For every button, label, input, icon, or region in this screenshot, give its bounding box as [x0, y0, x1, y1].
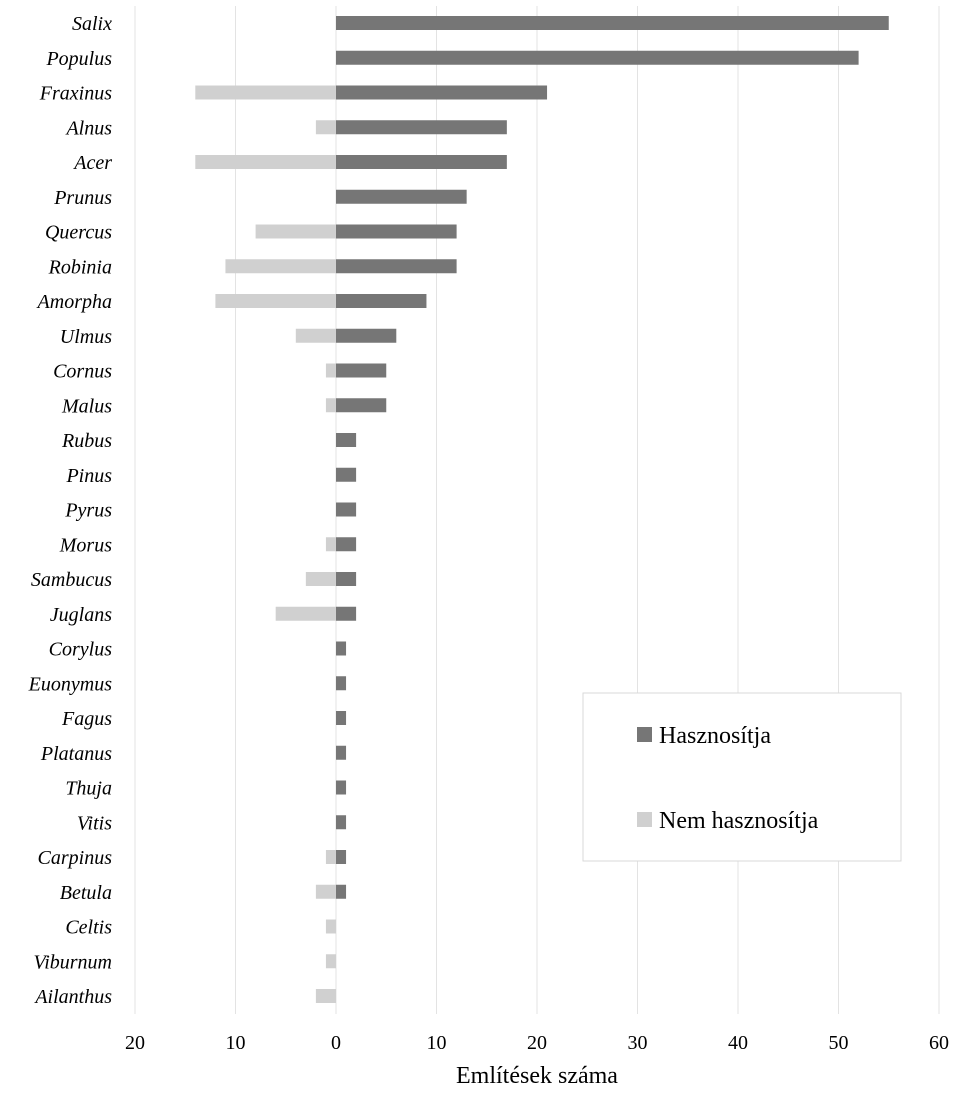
category-label-cornus: Cornus — [53, 361, 112, 383]
bar-hasznositja-amorpha — [336, 294, 427, 308]
x-tick-label: 30 — [628, 1032, 648, 1054]
bar-hasznositja-platanus — [336, 745, 347, 760]
bar-nem-hasznositja-quercus — [255, 224, 336, 239]
bar-nem-hasznositja-juglans — [275, 606, 336, 621]
legend-label-hasznositja: Hasznosítja — [659, 723, 771, 749]
category-labels: Salix Populus Fraxinus Alnus Acer Prunus Querc… — [28, 13, 113, 1008]
category-label-sambucus: Sambucus — [31, 569, 112, 591]
bar-hasznositja-salix — [336, 16, 889, 30]
bar-hasznositja-sambucus — [336, 572, 357, 586]
bar-layer — [195, 16, 889, 1003]
category-label-robinia: Robinia — [48, 256, 112, 278]
legend: Hasznosítja Nem hasznosítja — [582, 692, 902, 862]
bar-hasznositja-rubus — [336, 433, 357, 447]
bar-nem-hasznositja-malus — [325, 398, 336, 413]
bar-nem-hasznositja-celtis — [325, 919, 336, 934]
category-label-pyrus: Pyrus — [64, 500, 112, 522]
bar-hasznositja-vitis — [336, 815, 347, 830]
category-label-betula: Betula — [60, 882, 112, 904]
x-tick-label: 20 — [125, 1032, 145, 1054]
legend-swatch-nem-hasznositja — [637, 812, 652, 827]
bar-nem-hasznositja-ulmus — [295, 328, 336, 343]
bar-hasznositja-thuja — [336, 780, 347, 795]
category-label-acer: Acer — [72, 152, 112, 174]
x-axis-title: Említések száma — [456, 1063, 618, 1088]
bar-nem-hasznositja-viburnum — [325, 954, 336, 969]
category-label-alnus: Alnus — [64, 117, 112, 139]
bar-hasznositja-prunus — [336, 189, 467, 204]
category-label-thuja: Thuja — [65, 778, 112, 800]
category-label-amorpha: Amorpha — [36, 291, 112, 313]
bar-hasznositja-acer — [336, 155, 507, 169]
bar-hasznositja-corylus — [336, 641, 347, 656]
category-label-platanus: Platanus — [40, 743, 112, 765]
bar-hasznositja-ulmus — [336, 328, 397, 343]
bar-nem-hasznositja-cornus — [325, 363, 336, 378]
category-label-euonymus: Euonymus — [28, 673, 113, 695]
bar-hasznositja-carpinus — [336, 850, 347, 864]
bar-hasznositja-alnus — [336, 120, 507, 135]
x-tick-label: 0 — [331, 1032, 341, 1054]
x-tick-labels: 20 10 0 10 20 30 40 50 60 — [125, 1032, 949, 1054]
bar-hasznositja-cornus — [336, 363, 387, 378]
category-label-fagus: Fagus — [61, 708, 112, 730]
x-tick-label: 50 — [829, 1032, 849, 1054]
bar-hasznositja-populus — [336, 50, 859, 65]
bar-nem-hasznositja-sambucus — [305, 572, 336, 586]
category-label-juglans: Juglans — [50, 604, 112, 626]
bar-nem-hasznositja-alnus — [315, 120, 336, 135]
legend-swatch-hasznositja — [637, 727, 652, 742]
bar-hasznositja-morus — [336, 537, 357, 552]
bar-hasznositja-juglans — [336, 606, 357, 621]
category-label-fraxinus: Fraxinus — [39, 83, 112, 105]
category-label-corylus: Corylus — [49, 639, 113, 661]
bar-hasznositja-betula — [336, 884, 347, 899]
x-tick-label: 10 — [427, 1032, 447, 1054]
bar-nem-hasznositja-betula — [315, 884, 336, 899]
x-tick-label: 10 — [226, 1032, 246, 1054]
bar-nem-hasznositja-ailanthus — [315, 989, 336, 1003]
bar-nem-hasznositja-robinia — [225, 259, 336, 274]
bar-nem-hasznositja-amorpha — [215, 294, 336, 308]
bar-hasznositja-pyrus — [336, 502, 357, 517]
category-label-salix: Salix — [72, 13, 112, 35]
bar-nem-hasznositja-fraxinus — [195, 85, 336, 100]
bar-hasznositja-fagus — [336, 711, 347, 725]
bar-hasznositja-euonymus — [336, 676, 347, 691]
category-label-carpinus: Carpinus — [38, 847, 113, 869]
category-label-quercus: Quercus — [45, 222, 112, 244]
category-label-rubus: Rubus — [61, 430, 112, 452]
legend-box — [582, 692, 902, 862]
bar-hasznositja-malus — [336, 398, 387, 413]
category-label-morus: Morus — [59, 534, 112, 556]
category-label-prunus: Prunus — [53, 187, 112, 209]
category-label-celtis: Celtis — [65, 917, 112, 939]
category-label-pinus: Pinus — [65, 465, 112, 487]
bar-hasznositja-fraxinus — [336, 85, 548, 100]
bar-nem-hasznositja-morus — [325, 537, 336, 552]
category-label-vitis: Vitis — [77, 812, 112, 834]
bar-hasznositja-pinus — [336, 467, 357, 482]
x-tick-label: 40 — [728, 1032, 748, 1054]
category-label-ailanthus: Ailanthus — [33, 986, 112, 1008]
bar-nem-hasznositja-carpinus — [325, 850, 336, 864]
bar-hasznositja-quercus — [336, 224, 457, 239]
category-label-viburnum: Viburnum — [33, 951, 112, 973]
grid-layer — [134, 6, 940, 1014]
category-label-ulmus: Ulmus — [60, 326, 112, 348]
category-label-populus: Populus — [45, 48, 112, 70]
legend-label-nem-hasznositja: Nem hasznosítja — [659, 808, 819, 834]
bar-hasznositja-robinia — [336, 259, 457, 274]
category-label-malus: Malus — [61, 395, 112, 417]
bar-nem-hasznositja-acer — [195, 155, 336, 169]
x-tick-label: 60 — [929, 1032, 949, 1054]
x-tick-label: 20 — [527, 1032, 547, 1054]
